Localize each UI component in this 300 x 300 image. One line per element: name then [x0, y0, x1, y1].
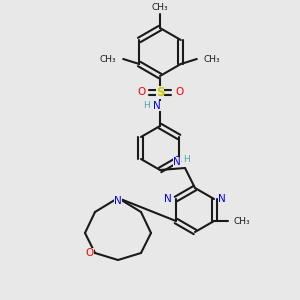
Text: CH₃: CH₃ — [204, 55, 220, 64]
Text: N: N — [173, 157, 181, 167]
Text: N: N — [218, 194, 226, 204]
Text: N: N — [114, 196, 122, 206]
Text: O: O — [175, 87, 183, 97]
Text: O: O — [137, 87, 145, 97]
Text: CH₃: CH₃ — [233, 217, 250, 226]
Text: H: H — [184, 155, 190, 164]
Text: H: H — [143, 101, 150, 110]
Text: N: N — [153, 101, 161, 111]
Text: S: S — [156, 85, 164, 98]
Text: CH₃: CH₃ — [152, 4, 168, 13]
Text: CH₃: CH₃ — [100, 55, 116, 64]
Text: N: N — [164, 194, 172, 204]
Text: O: O — [86, 248, 94, 258]
